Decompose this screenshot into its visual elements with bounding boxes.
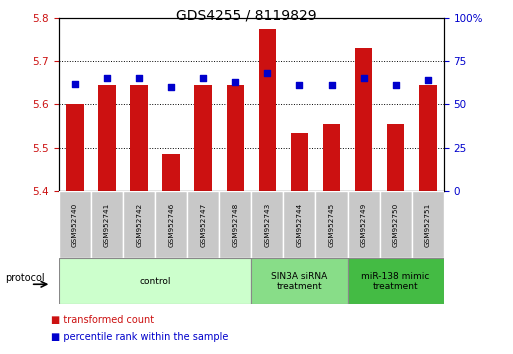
Bar (194, 85, 212, 191)
Bar (163, 154, 180, 191)
Bar (323, 124, 340, 191)
Bar (259, 29, 276, 191)
Bar (348, 191, 380, 258)
Text: GSM952741: GSM952741 (104, 202, 110, 247)
Bar (380, 191, 411, 258)
Bar (387, 124, 404, 191)
Point (231, 79, 240, 85)
Point (391, 82, 400, 88)
Text: ■ transformed count: ■ transformed count (51, 315, 154, 325)
Point (199, 76, 207, 81)
Text: GSM952751: GSM952751 (425, 202, 431, 247)
Bar (283, 191, 315, 258)
Point (71, 81, 79, 86)
Bar (91, 191, 123, 258)
Text: GSM952745: GSM952745 (328, 202, 334, 247)
Bar (251, 191, 283, 258)
Text: protocol: protocol (5, 273, 45, 283)
Text: SIN3A siRNA
treatment: SIN3A siRNA treatment (271, 272, 328, 291)
Bar (66, 104, 84, 191)
Text: GSM952742: GSM952742 (136, 202, 142, 247)
Point (167, 84, 175, 90)
Point (135, 76, 143, 81)
Point (103, 76, 111, 81)
Bar (130, 85, 148, 191)
Point (295, 82, 304, 88)
Text: GSM952750: GSM952750 (392, 202, 399, 247)
Bar (155, 191, 187, 258)
Text: miR-138 mimic
treatment: miR-138 mimic treatment (362, 272, 430, 291)
Text: GSM952740: GSM952740 (72, 202, 78, 247)
Text: GSM952747: GSM952747 (200, 202, 206, 247)
Bar (315, 191, 348, 258)
Bar (348, 258, 444, 304)
Bar (291, 133, 308, 191)
Text: GSM952743: GSM952743 (264, 202, 270, 247)
Text: GSM952749: GSM952749 (361, 202, 367, 247)
Text: GSM952746: GSM952746 (168, 202, 174, 247)
Text: GSM952744: GSM952744 (297, 202, 303, 247)
Point (424, 77, 432, 83)
Text: GSM952748: GSM952748 (232, 202, 239, 247)
Bar (355, 48, 372, 191)
Bar (411, 191, 444, 258)
Bar (123, 191, 155, 258)
Bar (227, 85, 244, 191)
Bar (220, 191, 251, 258)
Text: GDS4255 / 8119829: GDS4255 / 8119829 (176, 9, 317, 23)
Text: ■ percentile rank within the sample: ■ percentile rank within the sample (51, 332, 229, 342)
Bar (251, 258, 348, 304)
Bar (419, 85, 437, 191)
Bar (98, 85, 116, 191)
Point (327, 82, 336, 88)
Bar (59, 191, 91, 258)
Bar (59, 258, 251, 304)
Bar (187, 191, 220, 258)
Point (263, 70, 271, 76)
Text: control: control (140, 277, 171, 286)
Point (360, 76, 368, 81)
